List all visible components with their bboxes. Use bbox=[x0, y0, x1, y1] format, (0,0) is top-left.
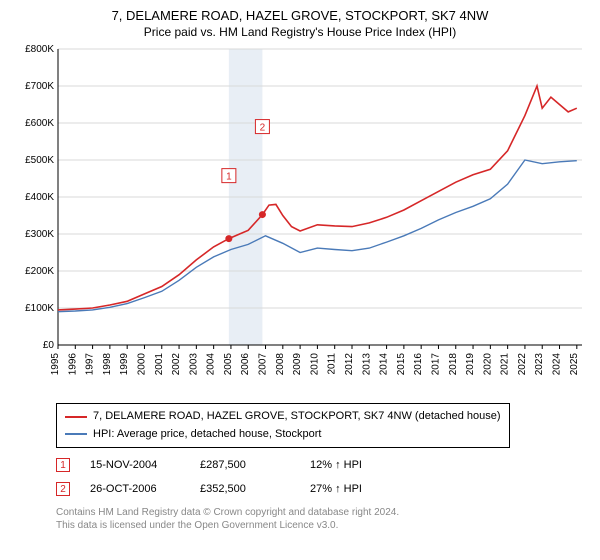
chart-subtitle: Price paid vs. HM Land Registry's House … bbox=[12, 25, 588, 39]
footer-attribution: Contains HM Land Registry data © Crown c… bbox=[56, 506, 588, 532]
svg-text:2014: 2014 bbox=[379, 353, 390, 376]
svg-text:£100K: £100K bbox=[25, 303, 54, 314]
svg-text:£300K: £300K bbox=[25, 229, 54, 240]
sale-pct: 27% ↑ HPI bbox=[310, 483, 400, 495]
sale-marker-box: 1 bbox=[56, 458, 70, 472]
legend-item-hpi: HPI: Average price, detached house, Stoc… bbox=[65, 426, 501, 444]
svg-text:2023: 2023 bbox=[534, 353, 545, 376]
svg-text:£200K: £200K bbox=[25, 266, 54, 277]
footer-line1: Contains HM Land Registry data © Crown c… bbox=[56, 506, 588, 519]
svg-text:2019: 2019 bbox=[465, 353, 476, 376]
svg-text:2: 2 bbox=[260, 123, 266, 134]
chart-plot-area: £0 £100K £200K £300K £400K £500K £600K £700K £80… bbox=[12, 45, 588, 395]
legend-swatch-hpi bbox=[65, 433, 87, 435]
svg-text:2017: 2017 bbox=[430, 353, 441, 376]
svg-text:£500K: £500K bbox=[25, 155, 54, 166]
svg-text:2015: 2015 bbox=[396, 353, 407, 376]
svg-text:2005: 2005 bbox=[223, 353, 234, 376]
svg-text:2004: 2004 bbox=[206, 353, 217, 376]
svg-text:2006: 2006 bbox=[240, 353, 251, 376]
chart-container: 7, DELAMERE ROAD, HAZEL GROVE, STOCKPORT… bbox=[0, 0, 600, 560]
svg-text:2008: 2008 bbox=[275, 353, 286, 376]
svg-text:1998: 1998 bbox=[102, 353, 113, 376]
sale-pct: 12% ↑ HPI bbox=[310, 459, 400, 471]
svg-text:2002: 2002 bbox=[171, 353, 182, 376]
svg-text:2020: 2020 bbox=[482, 353, 493, 376]
footer-line2: This data is licensed under the Open Gov… bbox=[56, 519, 588, 532]
svg-text:2021: 2021 bbox=[500, 353, 511, 376]
svg-text:£600K: £600K bbox=[25, 118, 54, 129]
legend-label-hpi: HPI: Average price, detached house, Stoc… bbox=[93, 426, 322, 444]
svg-text:2001: 2001 bbox=[154, 353, 165, 376]
sale-date: 15-NOV-2004 bbox=[90, 459, 180, 471]
legend-label-property: 7, DELAMERE ROAD, HAZEL GROVE, STOCKPORT… bbox=[93, 408, 501, 426]
svg-text:£400K: £400K bbox=[25, 192, 54, 203]
svg-text:2022: 2022 bbox=[517, 353, 528, 376]
svg-text:2016: 2016 bbox=[413, 353, 424, 376]
legend: 7, DELAMERE ROAD, HAZEL GROVE, STOCKPORT… bbox=[56, 403, 510, 448]
sales-summary: 1 15-NOV-2004 £287,500 12% ↑ HPI 2 26-OCT-200… bbox=[12, 458, 588, 496]
svg-text:2003: 2003 bbox=[188, 353, 199, 376]
sale-row: 1 15-NOV-2004 £287,500 12% ↑ HPI bbox=[56, 458, 588, 472]
sale-row: 2 26-OCT-2006 £352,500 27% ↑ HPI bbox=[56, 482, 588, 496]
svg-text:1: 1 bbox=[226, 172, 232, 183]
svg-text:1995: 1995 bbox=[50, 353, 61, 376]
svg-text:£800K: £800K bbox=[25, 45, 54, 55]
svg-text:2024: 2024 bbox=[552, 353, 563, 376]
svg-text:1996: 1996 bbox=[67, 353, 78, 376]
svg-text:2010: 2010 bbox=[309, 353, 320, 376]
sale-marker-box: 2 bbox=[56, 482, 70, 496]
sale-date: 26-OCT-2006 bbox=[90, 483, 180, 495]
chart-title: 7, DELAMERE ROAD, HAZEL GROVE, STOCKPORT… bbox=[12, 8, 588, 23]
svg-text:2012: 2012 bbox=[344, 353, 355, 376]
svg-text:£700K: £700K bbox=[25, 81, 54, 92]
legend-swatch-property bbox=[65, 416, 87, 418]
svg-text:2018: 2018 bbox=[448, 353, 459, 376]
svg-text:1999: 1999 bbox=[119, 353, 130, 376]
sale-price: £352,500 bbox=[200, 483, 290, 495]
svg-text:2007: 2007 bbox=[258, 353, 269, 376]
svg-text:2013: 2013 bbox=[361, 353, 372, 376]
legend-item-property: 7, DELAMERE ROAD, HAZEL GROVE, STOCKPORT… bbox=[65, 408, 501, 426]
sale-price: £287,500 bbox=[200, 459, 290, 471]
svg-text:2025: 2025 bbox=[569, 353, 580, 376]
svg-text:2011: 2011 bbox=[327, 353, 338, 375]
svg-text:2009: 2009 bbox=[292, 353, 303, 376]
svg-text:2000: 2000 bbox=[136, 353, 147, 376]
svg-text:£0: £0 bbox=[43, 340, 55, 351]
chart-svg: £0 £100K £200K £300K £400K £500K £600K £700K £80… bbox=[12, 45, 588, 395]
svg-text:1997: 1997 bbox=[85, 353, 96, 376]
